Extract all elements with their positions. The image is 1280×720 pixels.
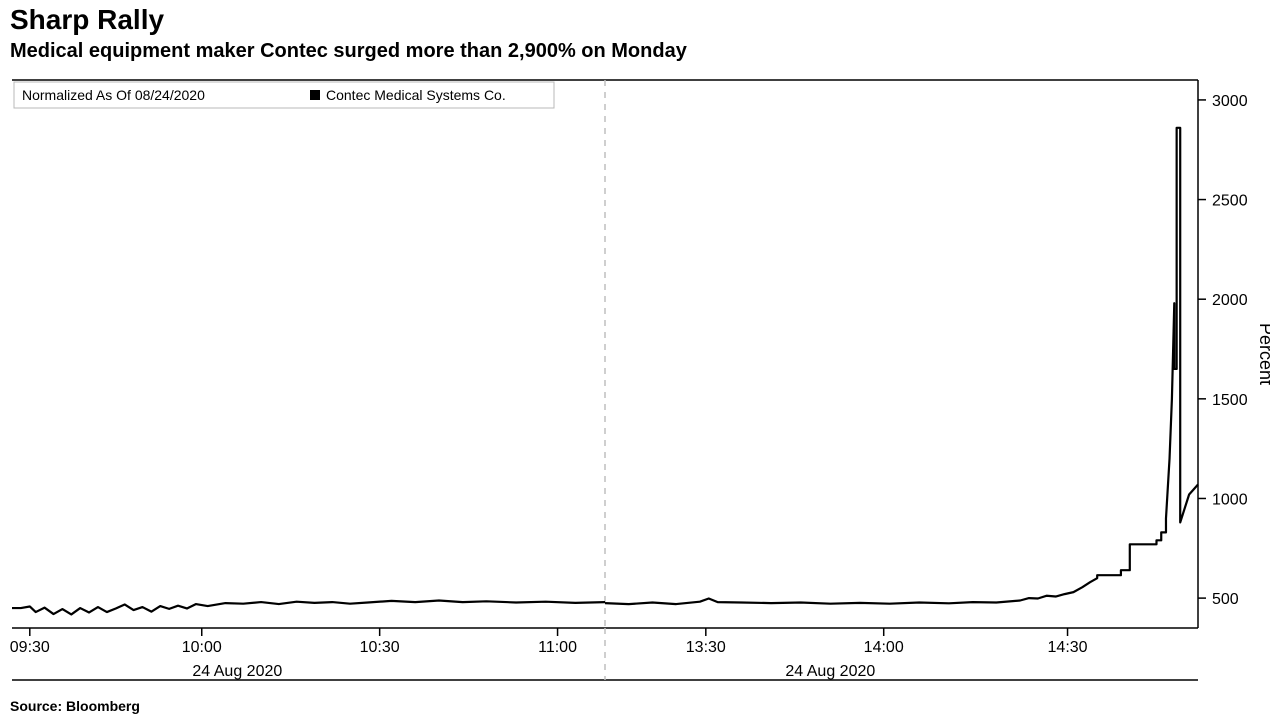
- y-tick-label: 2000: [1212, 292, 1248, 309]
- x-tick-label: 14:00: [864, 639, 904, 656]
- y-tick-label: 1500: [1212, 392, 1248, 409]
- price-line: [605, 128, 1198, 604]
- x-tick-label: 13:30: [686, 639, 726, 656]
- legend-series-label: Contec Medical Systems Co.: [326, 87, 506, 103]
- price-line: [12, 601, 605, 615]
- chart-area: 500 1000 1500 2000 2500 3000 Percent 09:30 10:00…: [10, 76, 1270, 694]
- x-tick-label: 10:30: [360, 639, 400, 656]
- chart-source: Source: Bloomberg: [10, 698, 140, 714]
- x-tick-label: 10:00: [182, 639, 222, 656]
- x-date-label: 24 Aug 2020: [785, 663, 875, 680]
- x-tick-label: 11:00: [538, 639, 577, 656]
- y-axis-label: Percent: [1256, 323, 1270, 385]
- y-tick-label: 3000: [1212, 93, 1248, 110]
- x-tick-label: 14:30: [1048, 639, 1088, 656]
- y-tick-label: 2500: [1212, 193, 1248, 210]
- y-tick-label: 1000: [1212, 491, 1248, 508]
- legend-normalized-text: Normalized As Of 08/24/2020: [22, 87, 205, 103]
- x-tick-label: 09:30: [10, 639, 50, 656]
- x-date-label: 24 Aug 2020: [192, 663, 282, 680]
- chart-title: Sharp Rally: [10, 4, 164, 36]
- chart-subtitle: Medical equipment maker Contec surged mo…: [10, 40, 687, 63]
- y-tick-label: 500: [1212, 591, 1239, 608]
